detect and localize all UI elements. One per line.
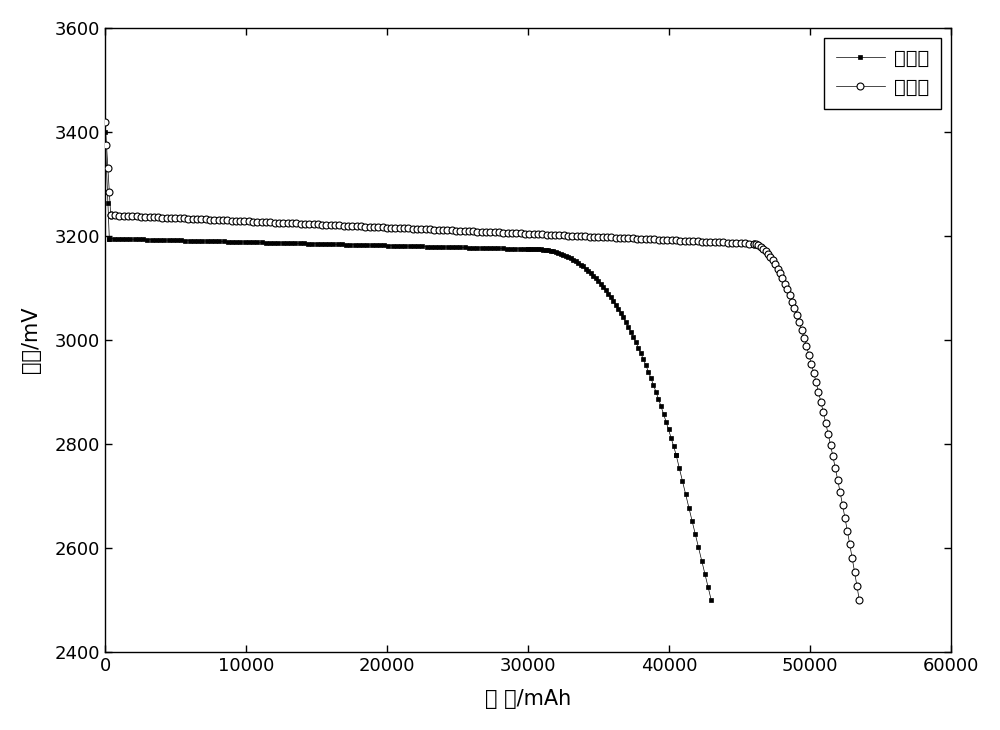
处理后 xyxy=(853,596,865,604)
处理前 xyxy=(705,596,717,604)
处理后 xyxy=(829,464,841,472)
Line: 处理前: 处理前 xyxy=(103,129,714,603)
处理后 xyxy=(312,220,324,228)
Legend: 处理前, 处理后: 处理前, 处理后 xyxy=(824,37,941,109)
Line: 处理后: 处理后 xyxy=(102,118,863,604)
处理前 xyxy=(120,234,132,243)
处理后 xyxy=(243,217,255,226)
处理后 xyxy=(99,117,111,126)
处理前 xyxy=(209,237,221,245)
处理后 xyxy=(812,388,824,396)
处理后 xyxy=(135,212,147,221)
X-axis label: 容 量/mAh: 容 量/mAh xyxy=(485,689,571,709)
Y-axis label: 电压/mV: 电压/mV xyxy=(21,307,41,373)
处理前 xyxy=(150,235,162,244)
处理后 xyxy=(118,212,130,220)
处理前 xyxy=(670,450,682,459)
处理前 xyxy=(332,240,344,249)
处理前 xyxy=(505,245,517,253)
处理前 xyxy=(99,128,111,137)
